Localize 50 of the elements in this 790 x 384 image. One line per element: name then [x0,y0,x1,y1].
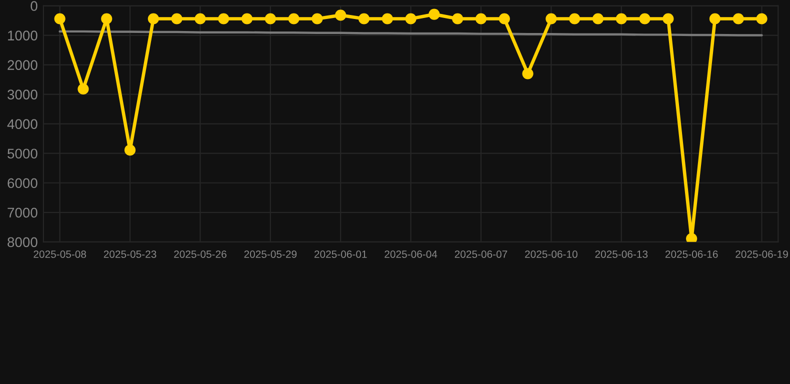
point [101,13,112,24]
point [592,13,604,24]
x-tick-label: 2025-06-01 [314,250,367,258]
point [756,13,768,24]
x-tick-label: 2025-06-19 [736,250,788,258]
y-tick-label: 4000 [7,119,38,130]
point [639,13,650,24]
y-tick-label: 1000 [8,30,38,40]
point [452,13,464,24]
point [54,13,66,24]
x-tick-label: 2025-06-10 [525,250,578,258]
point [218,13,230,24]
point [546,13,557,24]
point [264,13,276,24]
y-tick-label: 6000 [8,178,38,188]
point [124,144,136,156]
point [241,13,253,24]
y-tick-label: 2000 [8,60,38,70]
point [335,10,346,21]
point [78,83,89,95]
y-tick-label: 5000 [8,148,38,159]
point [171,13,182,24]
point [616,13,627,24]
x-tick-label: 2025-05-26 [174,250,226,258]
point [288,13,300,24]
point [382,13,393,24]
x-tick-label: 2025-05-08 [34,250,86,258]
point [405,13,416,24]
x-tick-label: 2025-06-04 [384,250,438,258]
point [148,13,159,24]
point [709,13,721,24]
y-tick-label: 0 [30,1,38,11]
point [428,8,440,20]
point [475,13,487,24]
y-tick-label: 3000 [8,90,38,100]
y-tick-label: 7000 [8,208,38,218]
point [662,13,674,24]
point [732,13,744,24]
x-tick-label: 2025-06-13 [595,250,648,258]
y-tick-label: 8000 [8,237,38,248]
point [358,13,370,24]
point [194,13,206,24]
point [522,68,534,80]
x-tick-label: 2025-06-16 [665,250,718,258]
x-tick-label: 2025-05-23 [104,250,156,258]
x-tick-label: 2025-06-07 [454,250,508,258]
point [312,13,323,24]
x-tick-label: 2025-05-29 [244,250,297,258]
point [498,13,510,24]
point [569,13,580,24]
